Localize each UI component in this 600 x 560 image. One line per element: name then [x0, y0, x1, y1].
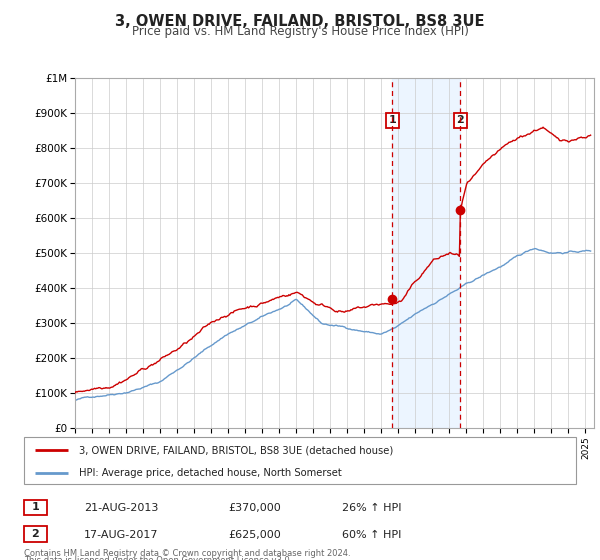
Text: 2: 2: [457, 115, 464, 125]
Text: HPI: Average price, detached house, North Somerset: HPI: Average price, detached house, Nort…: [79, 468, 342, 478]
Text: 3, OWEN DRIVE, FAILAND, BRISTOL, BS8 3UE: 3, OWEN DRIVE, FAILAND, BRISTOL, BS8 3UE: [115, 14, 485, 29]
Text: This data is licensed under the Open Government Licence v3.0.: This data is licensed under the Open Gov…: [24, 556, 292, 560]
Text: 17-AUG-2017: 17-AUG-2017: [84, 530, 158, 540]
Text: Contains HM Land Registry data © Crown copyright and database right 2024.: Contains HM Land Registry data © Crown c…: [24, 549, 350, 558]
Text: 3, OWEN DRIVE, FAILAND, BRISTOL, BS8 3UE (detached house): 3, OWEN DRIVE, FAILAND, BRISTOL, BS8 3UE…: [79, 445, 394, 455]
Text: £370,000: £370,000: [228, 503, 281, 514]
Text: 1: 1: [32, 502, 39, 512]
FancyBboxPatch shape: [24, 526, 47, 542]
Text: 21-AUG-2013: 21-AUG-2013: [84, 503, 158, 514]
Text: 60% ↑ HPI: 60% ↑ HPI: [342, 530, 401, 540]
FancyBboxPatch shape: [24, 500, 47, 515]
Text: Price paid vs. HM Land Registry's House Price Index (HPI): Price paid vs. HM Land Registry's House …: [131, 25, 469, 38]
Text: £625,000: £625,000: [228, 530, 281, 540]
Text: 1: 1: [388, 115, 396, 125]
Bar: [392, 78, 460, 428]
Text: 26% ↑ HPI: 26% ↑ HPI: [342, 503, 401, 514]
Text: 2: 2: [32, 529, 39, 539]
FancyBboxPatch shape: [24, 437, 576, 484]
